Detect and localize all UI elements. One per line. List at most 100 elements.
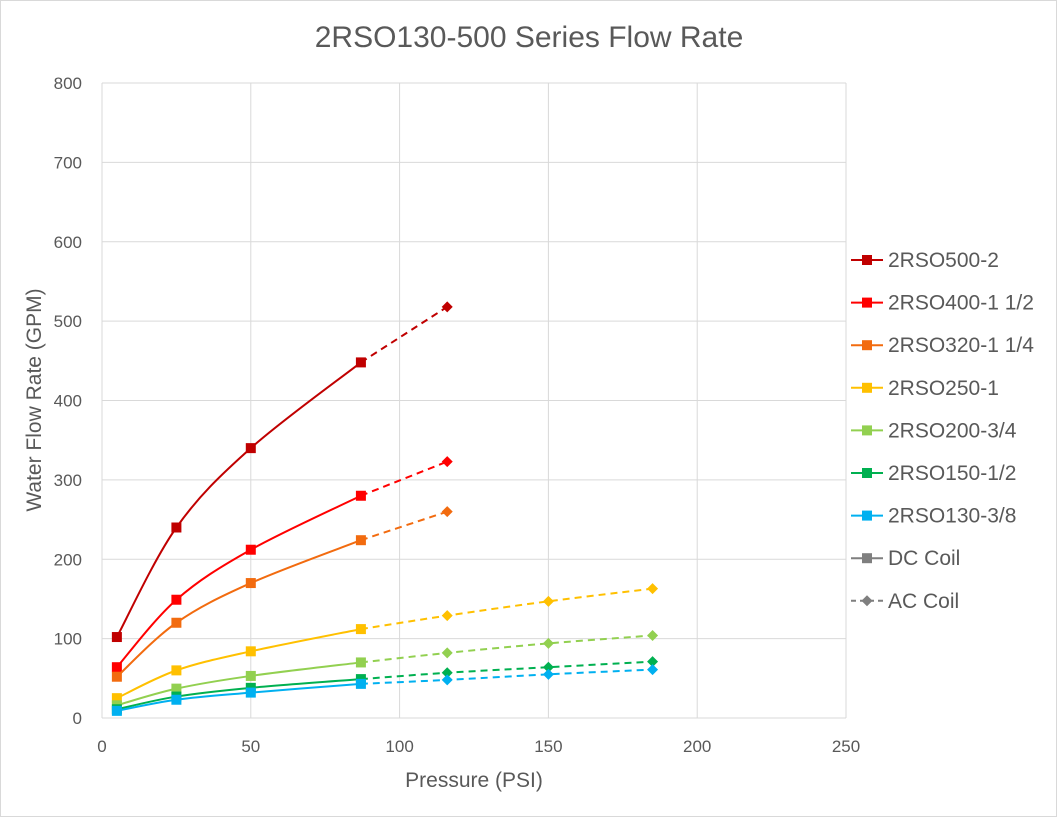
x-tick-label: 0 [97, 737, 106, 756]
legend-marker [862, 425, 872, 436]
dc-coil-line [116, 682, 361, 712]
x-axis-label: Pressure (PSI) [405, 769, 543, 792]
ac-point [441, 667, 453, 679]
dc-coil-line [116, 678, 361, 711]
y-tick-label: 400 [54, 392, 82, 411]
dc-point [171, 617, 182, 628]
y-tick-label: 500 [54, 312, 82, 331]
dc-point [245, 443, 256, 454]
legend-marker [861, 595, 873, 607]
legend-label: AC Coil [888, 590, 959, 613]
y-tick-label: 200 [54, 550, 82, 569]
legend-label: 2RSO200-3/4 [888, 419, 1017, 442]
dc-point [111, 632, 122, 643]
x-tick-label: 100 [385, 737, 413, 756]
legend-item: AC Coil [851, 590, 959, 613]
ac-point [542, 595, 554, 607]
legend: 2RSO500-2 2RSO400-1 1/2 2RSO320-1 1/4 2RSO2… [851, 249, 1034, 613]
dc-point [355, 490, 366, 501]
x-tick-label: 150 [534, 737, 562, 756]
ac-coil-line [360, 305, 448, 364]
ac-point [542, 637, 554, 649]
legend-item: 2RSO150-1/2 [851, 462, 1016, 485]
ac-point [441, 506, 453, 518]
dc-coil-line [116, 539, 362, 678]
ac-point [441, 647, 453, 659]
legend-label: 2RSO500-2 [888, 249, 999, 272]
series-2 [111, 506, 453, 682]
x-tick-label: 50 [241, 737, 260, 756]
legend-marker [862, 382, 872, 393]
dc-point [355, 657, 366, 668]
dc-point [355, 357, 366, 368]
series-0 [111, 301, 453, 643]
gridlines [101, 82, 847, 719]
dc-point [245, 687, 256, 698]
dc-point [171, 594, 182, 605]
dc-coil-line [116, 628, 362, 700]
ac-coil-line [360, 587, 653, 631]
dc-coil-line [116, 661, 362, 707]
dc-point [171, 665, 182, 676]
dc-point [171, 694, 182, 705]
series-lines [111, 301, 659, 716]
series-6 [111, 664, 659, 716]
dc-point [111, 693, 122, 704]
x-tick-label: 250 [832, 737, 860, 756]
ac-coil-line [360, 460, 448, 497]
ac-point [647, 629, 659, 641]
y-tick-label: 300 [54, 471, 82, 490]
ac-point [441, 674, 453, 686]
ac-point [542, 668, 554, 680]
dc-point [111, 671, 122, 682]
dc-point [355, 624, 366, 635]
ac-point [542, 661, 554, 673]
legend-marker [862, 510, 872, 521]
dc-point [111, 662, 122, 673]
legend-item: DC Coil [851, 547, 960, 570]
dc-point [245, 670, 256, 681]
chart-title: 2RSO130-500 Series Flow Rate [315, 21, 744, 54]
ac-point [441, 456, 453, 468]
legend-item: 2RSO250-1 [851, 377, 999, 400]
ac-point [441, 610, 453, 622]
ac-point [647, 664, 659, 676]
ac-point [647, 656, 659, 668]
legend-label: 2RSO150-1/2 [888, 462, 1016, 485]
ac-coil-line [360, 660, 653, 681]
tick-labels: 0 100 200 300 400 500 600 700 800 0 50 100 150 200 250 [54, 74, 861, 756]
legend-item: 2RSO200-3/4 [851, 419, 1017, 442]
legend-marker [862, 468, 872, 478]
legend-label: 2RSO250-1 [888, 377, 999, 400]
dc-point [245, 578, 256, 589]
ac-coil-line [360, 634, 653, 664]
y-axis-label: Water Flow Rate (GPM) [23, 288, 46, 511]
dc-point [171, 522, 182, 533]
legend-marker [862, 553, 872, 564]
dc-point [171, 683, 182, 694]
legend-marker [862, 297, 872, 308]
ac-coil-line [360, 510, 448, 542]
legend-marker [862, 340, 872, 351]
dc-coil-line [116, 361, 362, 638]
legend-label: 2RSO130-3/8 [888, 505, 1016, 528]
legend-item: 2RSO320-1 1/4 [851, 334, 1034, 357]
y-tick-label: 100 [54, 630, 82, 649]
x-tick-label: 200 [683, 737, 711, 756]
dc-point [355, 678, 366, 689]
dc-point [245, 544, 256, 555]
legend-item: 2RSO500-2 [851, 249, 999, 272]
y-tick-label: 0 [73, 709, 82, 728]
y-tick-label: 700 [54, 153, 82, 172]
legend-item: 2RSO400-1 1/2 [851, 292, 1034, 315]
y-tick-label: 800 [54, 74, 82, 93]
series-3 [111, 583, 659, 704]
legend-item: 2RSO130-3/8 [851, 505, 1016, 528]
legend-label: 2RSO400-1 1/2 [888, 292, 1034, 315]
series-1 [111, 456, 453, 673]
series-4 [111, 629, 659, 711]
legend-marker [862, 255, 872, 265]
legend-label: 2RSO320-1 1/4 [888, 334, 1034, 357]
